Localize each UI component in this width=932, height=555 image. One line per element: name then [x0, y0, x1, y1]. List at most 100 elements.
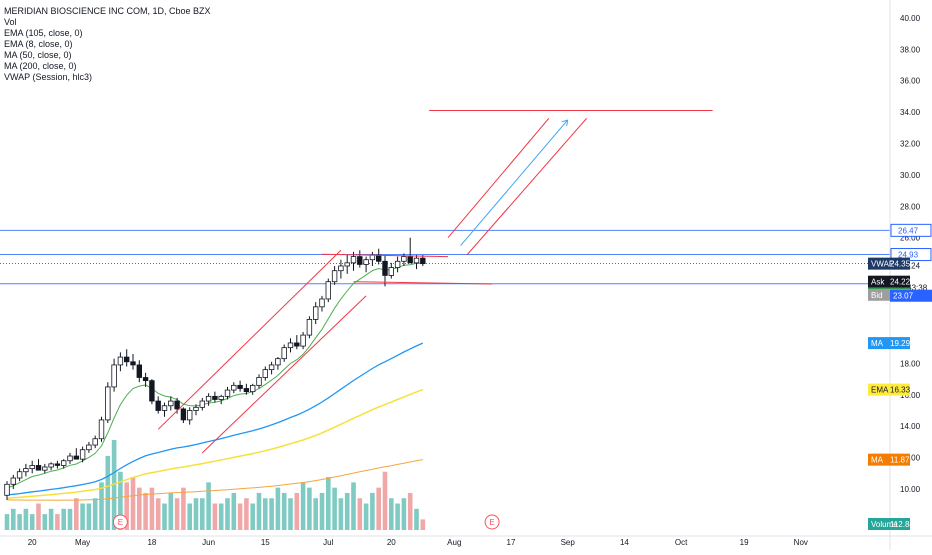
earnings-marker-label: E [118, 518, 123, 527]
volume-bar [111, 440, 117, 530]
price-tag[interactable]: 24.93 [890, 248, 932, 262]
volume-bar [174, 498, 180, 530]
candle-body [256, 377, 262, 386]
candle-body [306, 318, 313, 336]
projection-arrow[interactable] [460, 119, 569, 246]
legend-indicator[interactable]: EMA (105, close, 0) [4, 28, 83, 38]
trend-channel-lower[interactable] [201, 295, 367, 454]
price-tag-value: 23.07 [893, 292, 914, 301]
volume-bar [244, 498, 249, 530]
candle-body [199, 400, 205, 408]
price-tag[interactable]: 26.47 [890, 223, 932, 237]
x-tick-label: May [75, 538, 90, 547]
price-tag-bg [868, 337, 910, 350]
chart-title: MERIDIAN BIOSCIENCE INC COM, 1D, Cboe BZ… [4, 6, 211, 16]
range-top-line[interactable] [321, 253, 449, 258]
candle-body [212, 395, 218, 400]
legend-indicator[interactable]: EMA (8, close, 0) [4, 39, 73, 49]
y-tick-label: 12.00 [900, 454, 921, 463]
volume-bar [155, 498, 161, 530]
candle-body [155, 400, 161, 411]
x-tick-label: Sep [561, 538, 576, 547]
candle-body [117, 356, 124, 366]
volume-bar [61, 508, 66, 530]
candle-body [237, 384, 243, 389]
y-tick-label: 16.00 [900, 391, 921, 400]
volume-bar [193, 498, 199, 530]
volume-bar [319, 492, 325, 530]
range-bottom-line[interactable] [353, 281, 493, 285]
volume-bar [237, 503, 243, 530]
volume-bar [288, 498, 293, 530]
earnings-marker[interactable] [484, 514, 500, 530]
projection-lower[interactable] [466, 118, 587, 256]
candle-body [193, 406, 199, 411]
candle-body [35, 465, 42, 471]
x-tick-label: 20 [28, 538, 37, 547]
earnings-marker[interactable] [112, 514, 128, 530]
legend-indicator[interactable]: VWAP (Session, hlc3) [4, 72, 93, 82]
candle-body [231, 384, 237, 391]
candle-body [413, 257, 420, 264]
legend-indicator[interactable]: Vol [4, 17, 17, 27]
price-tag-value: 24.22 [890, 278, 911, 287]
candle-body [407, 256, 413, 264]
volume-bar [307, 487, 312, 530]
volume-bar [363, 503, 369, 530]
volume-bar [376, 487, 381, 530]
candle-body [142, 377, 149, 382]
candle-body [130, 361, 136, 366]
legend-indicator[interactable]: MA (50, close, 0) [4, 50, 72, 60]
price-tag[interactable]: 23.07 [890, 289, 932, 302]
volume-bar [300, 482, 306, 530]
candle-body [42, 466, 48, 471]
candle-body [363, 259, 369, 265]
y-tick-label: 32.00 [900, 139, 921, 148]
price-tag-value: 112.849K [890, 520, 924, 529]
price-tag-value: 19.29 [890, 339, 911, 348]
y-tick-label: 26.00 [900, 234, 921, 243]
candle-body [136, 364, 142, 378]
candle-body [338, 265, 344, 272]
volume-bar [29, 514, 35, 530]
y-tick-label: 36.00 [900, 77, 921, 86]
volume-bar [80, 503, 85, 530]
price-tag-bg [868, 518, 910, 530]
candle-body [16, 471, 23, 479]
volume-bar [200, 498, 205, 530]
projection-upper[interactable] [447, 118, 550, 239]
price-tag-bg [868, 453, 910, 466]
volume-bar [281, 492, 287, 530]
price-tag[interactable]: MA 19.29 [868, 337, 911, 350]
y-tick-label: 38.00 [900, 45, 921, 54]
price-tag-bg [868, 257, 910, 270]
y-tick-label: 14.00 [900, 422, 921, 431]
legend-indicator[interactable]: MA (200, close, 0) [4, 61, 77, 71]
volume-bar [206, 482, 211, 530]
candle-body [249, 384, 256, 393]
candle-body [86, 444, 92, 451]
candle-body [29, 465, 35, 469]
price-tag[interactable]: EMA 16.33 [868, 383, 911, 396]
price-tag[interactable]: 03:43:38 [896, 284, 928, 293]
price-tag-name: EMA [871, 386, 889, 395]
price-tag[interactable]: MA 11.87 [868, 453, 910, 466]
x-tick-label: Jun [202, 538, 215, 547]
y-tick-label: 34.00 [900, 108, 921, 117]
volume-bar [326, 477, 331, 530]
price-tag-bg [890, 289, 932, 302]
x-tick-label: Oct [675, 538, 688, 547]
price-tag[interactable]: Ask 24.22 [868, 275, 911, 288]
x-tick-label: 14 [620, 538, 629, 547]
volume-bar [250, 503, 255, 530]
volume-bar [218, 503, 224, 530]
price-tag-name: Ask [871, 278, 885, 287]
candle-body [382, 260, 388, 276]
trend-channel-upper[interactable] [157, 249, 342, 430]
candle-body [79, 449, 86, 460]
volume-bar [187, 503, 192, 530]
